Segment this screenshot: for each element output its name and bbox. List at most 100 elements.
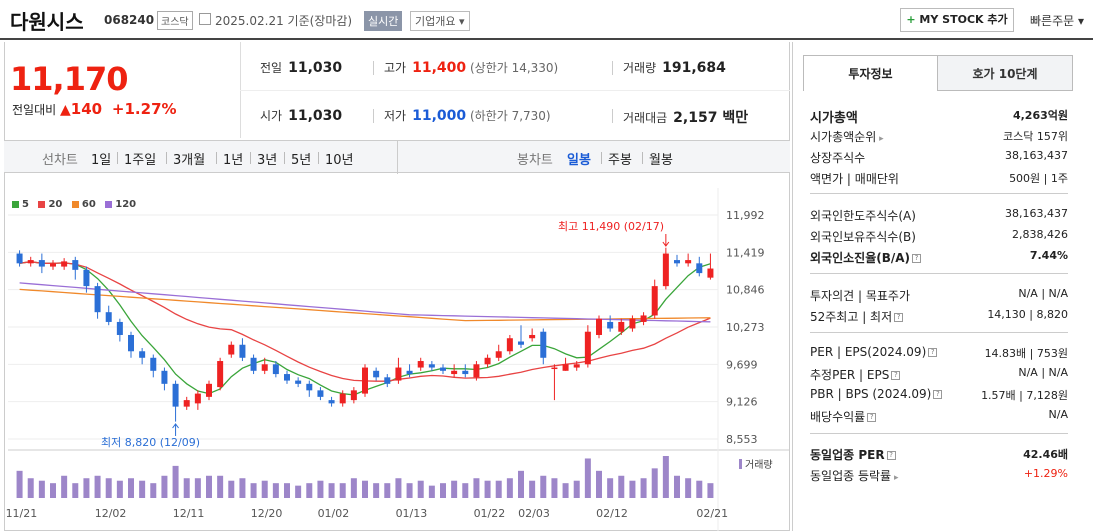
volume-bar [674,475,680,498]
legend-ma120: 120 [115,199,137,210]
candle-body [161,370,168,384]
volume-bar [495,480,502,498]
tab-1w[interactable]: 1주일 [124,153,157,168]
volume-bar [116,480,123,498]
tab-1y[interactable]: 1년 [223,153,244,168]
prev-close: 전일 11,030 [260,59,342,76]
pbr-row: PBR | BPS (2024.09)? 1.57배 | 7,128원 [810,387,1068,402]
y-tick-label: 8,553 [726,433,758,446]
tab-sep [601,152,602,164]
volume-bar [529,480,536,498]
candlestick-chart[interactable]: 11,992 11,419 10,846 10,273 9,699 9,126 8,553 1… [4,188,790,531]
my-stock-add-button[interactable]: + MY STOCK 추가 [900,8,1014,32]
tab-sep [117,152,118,164]
tab-monthly[interactable]: 월봉 [649,153,673,168]
section-divider [810,433,1068,434]
tab-5y[interactable]: 5년 [291,153,312,168]
volume-bar [384,483,391,498]
foreign-hold-label: 외국인보유주식수(B) [810,230,916,244]
tab-10y[interactable]: 10년 [325,153,354,168]
x-tick-label: 02/03 [518,507,550,520]
tab-3y[interactable]: 3년 [257,153,278,168]
volume-bar [506,478,513,498]
help-icon[interactable]: ? [912,254,922,263]
pbr-label: PBR | BPS (2024.09) [810,387,932,401]
candle-body [529,334,536,339]
chevron-down-icon: ▾ [1078,14,1085,28]
tab-weekly[interactable]: 주봉 [608,153,632,168]
ma20-line [19,261,711,382]
chevron-right-icon: ▸ [876,134,884,144]
foreign-hold-value: 2,838,426 [1012,228,1068,241]
high-price: 고가 11,400 (상한가 14,330) [384,59,558,76]
candle-body [306,383,313,391]
volume-bar [540,475,547,498]
x-tick-label: 02/21 [696,507,728,520]
quick-order-button[interactable]: 빠른주문 ▾ [1030,12,1084,29]
ma-legend: 5 20 60 120 [12,199,136,210]
per-row: PER | EPS(2024.09)? 14.83배 | 753원 [810,345,1068,360]
volume-bar [228,480,235,498]
help-icon[interactable]: ? [867,413,877,422]
est-per-value: N/A | N/A [1018,366,1068,379]
prev-label: 전일 [260,61,283,75]
tab-order-book[interactable]: 호가 10단계 [937,55,1073,91]
chevron-right-icon: ▸ [891,473,899,483]
volume-bar [707,483,714,498]
candle-body [228,344,235,355]
volume-bar [83,478,90,498]
low-arrow-icon [172,423,179,436]
change-abs: 140 [70,100,103,118]
candle-body [629,318,636,329]
candle-body [150,357,157,371]
volume-bar [551,478,558,498]
opinion-value: N/A | N/A [1018,287,1068,300]
tab-daily[interactable]: 일봉 [567,153,591,168]
volume-bar [417,480,424,498]
candle-body [339,393,346,404]
volume-bar [172,465,179,498]
market-cap-value: 4,263억원 [1012,109,1068,122]
chart-period-tabs: 선차트 1일 1주일 3개월 1년 3년 5년 10년 봉차트 일봉 주봉 월봉 [4,140,790,174]
tab-3m[interactable]: 3개월 [173,153,206,168]
x-tick-label: 12/20 [251,507,283,520]
volume-label: 거래량 [623,61,657,75]
high-arrow-icon [662,234,670,247]
cap-rank-row[interactable]: 시가총액순위 ▸ 코스닥 157위 [810,128,1068,145]
industry-rate-row[interactable]: 동일업종 등락률 ▸ +1.29% [810,467,1068,484]
help-icon[interactable]: ? [928,348,938,357]
volume-bar [373,483,380,498]
trade-amount: 거래대금 2,157 백만 [623,107,748,127]
volume-bar [295,485,302,498]
help-icon[interactable]: ? [894,313,904,322]
tab-invest-info[interactable]: 투자정보 [803,55,938,91]
cell-divider [612,61,613,75]
cell-divider [612,109,613,123]
change-label: 전일대비 [12,103,57,117]
w52-row: 52주최고 | 최저? 14,130 | 8,820 [810,308,1068,325]
candle-body [362,367,368,394]
candle-body [384,377,391,384]
tab-1d[interactable]: 1일 [91,153,112,168]
volume-bar [328,483,335,498]
candle-body [350,390,357,401]
axis-labels: 11,992 11,419 10,846 10,273 9,699 9,126 8,553 1… [6,209,773,520]
tab-sep [250,152,251,164]
help-icon[interactable]: ? [933,390,943,399]
candle-body [261,364,268,371]
help-icon[interactable]: ? [886,451,896,460]
high-label: 고가 [384,61,407,75]
realtime-button[interactable]: 실시간 [364,11,403,31]
candle-body [217,361,224,388]
investment-panel: 투자정보 호가 10단계 시가총액 4,263억원 시가총액순위 ▸ 코스닥 157… [803,55,1073,483]
volume-bar [105,478,112,498]
candle-body [518,341,524,345]
current-price: 11,170 [10,60,128,98]
company-info-dropdown[interactable]: 기업개요 ▾ [410,11,470,31]
open-label: 시가 [260,109,283,123]
help-icon[interactable]: ? [891,371,901,380]
volume-bar [573,480,580,498]
candle-body [440,367,446,371]
low-value: 11,000 [412,108,467,124]
x-tick-label: 01/02 [318,507,350,520]
